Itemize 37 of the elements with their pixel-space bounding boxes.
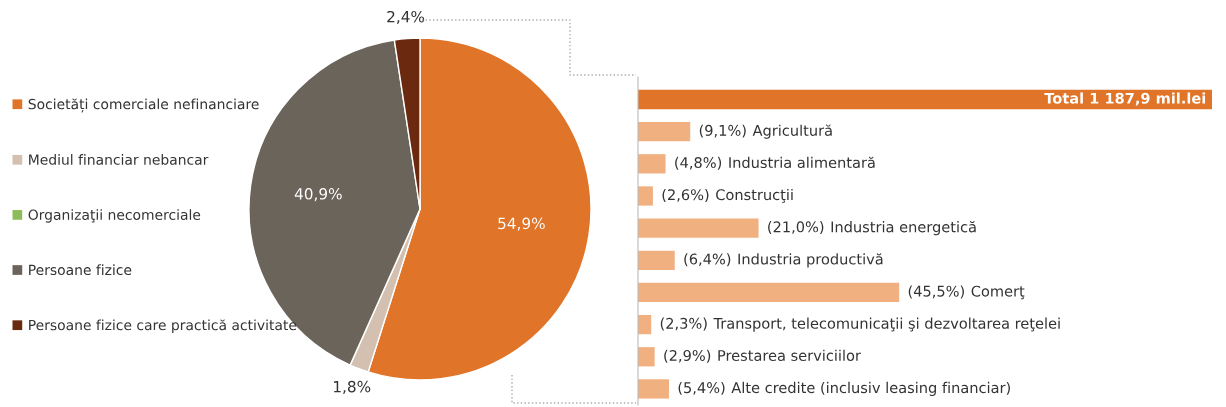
data-label: 40,9% <box>294 188 342 202</box>
data-label: (5,4%) <box>678 381 725 395</box>
bar <box>638 122 691 142</box>
legend-label: Mediul financiar nebancar <box>29 154 209 165</box>
bar <box>638 154 666 174</box>
bar <box>638 186 653 206</box>
y-tick-label: Industria alimentară <box>729 156 875 169</box>
data-label: (4,8%) <box>675 156 722 170</box>
y-tick-label: Transport, telecomunicaţii şi dezvoltarea reţelei <box>713 317 1060 332</box>
y-tick-label: Industria productivă <box>738 253 883 268</box>
data-label: Total 1 187,9 mil.lei <box>1044 92 1206 106</box>
bar <box>638 282 900 303</box>
data-label: (45,5%) <box>908 285 964 299</box>
y-tick-label: Alte credite (inclusiv leasing financiar) <box>731 381 1010 396</box>
legend-label: Persoane fizice <box>29 264 132 276</box>
data-label: (9,1%) <box>699 124 746 138</box>
data-label: 1,8% <box>334 380 371 394</box>
data-label: (2,3%) <box>660 317 707 331</box>
bar <box>638 218 759 238</box>
bar <box>638 250 675 270</box>
y-tick-label: Comerţ <box>971 285 1025 300</box>
data-label: 2,4% <box>387 10 425 25</box>
bar <box>638 379 669 399</box>
data-label: (21,0%) <box>768 221 824 235</box>
data-label: (2,6%) <box>662 188 709 202</box>
y-tick-label: Construcţii <box>716 188 793 203</box>
y-tick-label: Prestarea serviciilor <box>718 349 861 361</box>
data-label: (2,9%) <box>664 349 711 363</box>
y-tick-label: Agricultură <box>752 124 832 139</box>
data-label: (6,4%) <box>684 253 731 267</box>
y-tick-label: Industria energetică <box>831 221 976 236</box>
bar <box>638 347 655 367</box>
data-label: 54,9% <box>498 217 545 231</box>
legend-label: Societăți comerciale nefinanciare <box>28 98 259 113</box>
legend-label: Persoane fizice care practică activitate <box>29 319 297 333</box>
bar <box>638 89 1212 110</box>
legend-label: Organizaţii necomerciale <box>28 209 201 223</box>
